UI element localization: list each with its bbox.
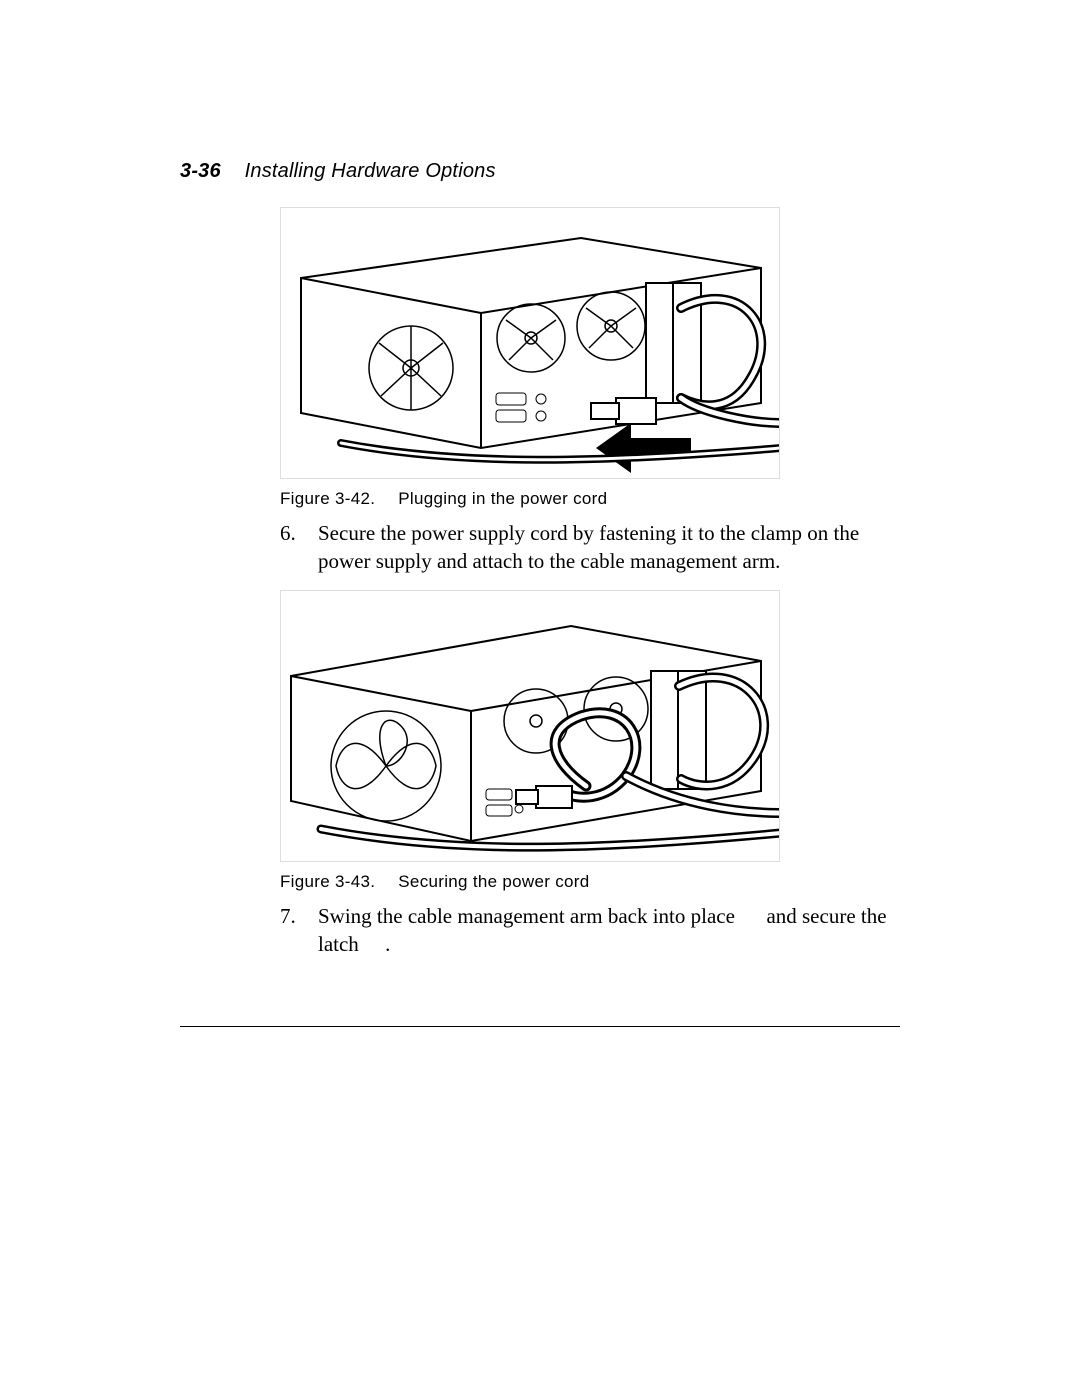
figure-number: Figure 3-42. (280, 489, 375, 508)
figure-3-43-caption: Figure 3-43. Securing the power cord (280, 872, 900, 892)
figure-title: Plugging in the power cord (398, 489, 607, 508)
step-text: Swing the cable management arm back into… (318, 902, 890, 959)
step-text-part: . (385, 932, 390, 956)
manual-page: 3-36 Installing Hardware Options (0, 0, 1080, 1397)
running-head: 3-36 Installing Hardware Options (180, 160, 900, 183)
section-title: Installing Hardware Options (245, 160, 496, 182)
figure-title: Securing the power cord (398, 872, 589, 891)
page-number: 3-36 (180, 160, 221, 182)
figure-3-42-svg (281, 208, 780, 479)
step-text-part: Swing the cable management arm back into… (318, 904, 740, 928)
step-number: 6. (280, 519, 318, 576)
figure-3-43 (280, 590, 900, 862)
step-text: Secure the power supply cord by fastenin… (318, 519, 890, 576)
figure-3-42-image (280, 207, 780, 479)
step-7: 7. Swing the cable management arm back i… (280, 902, 890, 959)
figure-3-42-caption: Figure 3-42. Plugging in the power cord (280, 489, 900, 509)
step-6: 6. Secure the power supply cord by faste… (280, 519, 890, 576)
figure-3-43-image (280, 590, 780, 862)
footer-rule (180, 1026, 900, 1027)
figure-3-42 (280, 207, 900, 479)
figure-number: Figure 3-43. (280, 872, 375, 891)
step-number: 7. (280, 902, 318, 959)
figure-3-43-svg (281, 591, 780, 862)
